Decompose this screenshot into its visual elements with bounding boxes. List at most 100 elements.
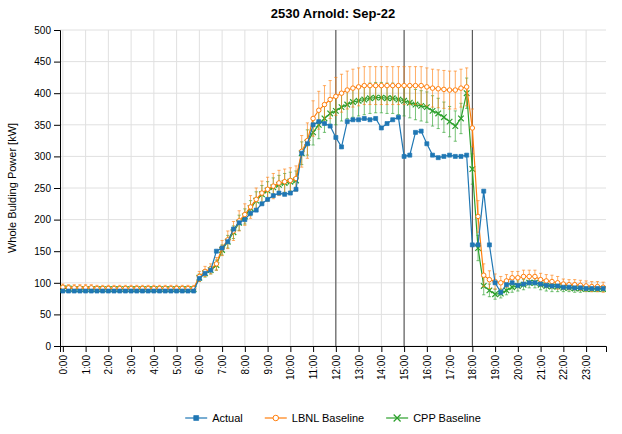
point [453,154,457,158]
error-bar [283,169,286,194]
point [78,289,82,293]
tick: 3:00 [126,346,137,374]
point [419,83,424,88]
error-bar [340,74,343,112]
tick-label: 23:00 [581,355,592,380]
point [447,88,452,93]
tick-mark [54,283,60,284]
point [345,120,349,124]
error-bar [459,69,462,107]
point [550,284,554,288]
error-bar [277,170,280,195]
error-bar [243,204,246,225]
error-bar [442,70,445,108]
tick: 1:00 [81,346,92,374]
point [465,153,469,157]
error-bar [545,275,548,288]
tick: 100 [34,278,60,289]
point [339,91,344,96]
point [214,262,219,267]
tick-label: 8:00 [240,355,251,375]
point [328,97,333,102]
point [533,281,537,285]
point [521,274,526,279]
point [67,289,71,293]
point [453,88,458,93]
point [260,191,265,196]
legend-label: CPP Baseline [413,412,481,424]
point [129,289,133,293]
y-axis: 050100150200250300350400450500 [34,25,60,352]
error-bar [363,67,366,105]
tick-mark [108,346,109,352]
point [208,267,214,273]
point [357,118,361,122]
error-bar [448,71,451,109]
tick-mark [54,220,60,221]
tick-label: 20:00 [513,355,524,380]
point [271,194,275,198]
grid-line [153,30,154,346]
point [515,283,521,289]
point [89,289,93,293]
point [487,277,492,282]
point [561,285,565,289]
grid-line [60,251,606,252]
point [556,284,560,288]
tick-mark [63,346,64,352]
tick-label: 250 [34,183,51,194]
point [539,282,543,286]
point [175,289,179,293]
tick-mark [518,346,519,352]
error-bar [539,273,542,286]
point [362,116,366,120]
tick-mark [54,188,60,189]
point [84,289,88,293]
point [328,124,332,128]
point [277,191,281,195]
error-bar [311,101,314,136]
tick-label: 3:00 [126,355,137,375]
tick-label: 7:00 [217,355,228,375]
tick-mark [199,346,200,352]
point [464,85,469,90]
error-bar [255,188,258,211]
point [436,87,441,92]
error-bar [590,282,593,292]
tick-label: 13:00 [354,355,365,380]
error-bar [317,91,320,129]
point [294,187,298,191]
error-bar [198,271,201,281]
point [601,286,605,290]
tick: 450 [34,56,60,67]
title: 2530 Arnold: Sep-22 [271,6,396,21]
error-bar [391,67,394,105]
tick: 0:00 [58,346,69,374]
grid-line [222,30,223,346]
point [425,142,429,146]
point [243,212,248,217]
error-bar [232,221,235,240]
tick: 250 [34,183,60,194]
error-bar [203,266,206,276]
point [425,85,430,90]
error-bar [374,67,377,105]
error-bar [351,69,354,107]
tick-label: 0:00 [58,355,69,375]
tick-label: 300 [34,151,51,162]
tick-label: 450 [34,56,51,67]
tick-label: 4:00 [149,355,160,375]
point [305,142,309,146]
tick: 10:00 [285,346,296,380]
tick: 8:00 [240,346,251,374]
series [60,78,606,299]
error-bar [260,181,263,205]
tick-mark [541,346,542,352]
point [225,239,231,245]
error-bar [357,68,360,106]
grid-line [199,30,200,346]
point [152,289,156,293]
tick: 150 [34,246,60,257]
tick-label: 10:00 [285,355,296,380]
point [481,273,486,278]
